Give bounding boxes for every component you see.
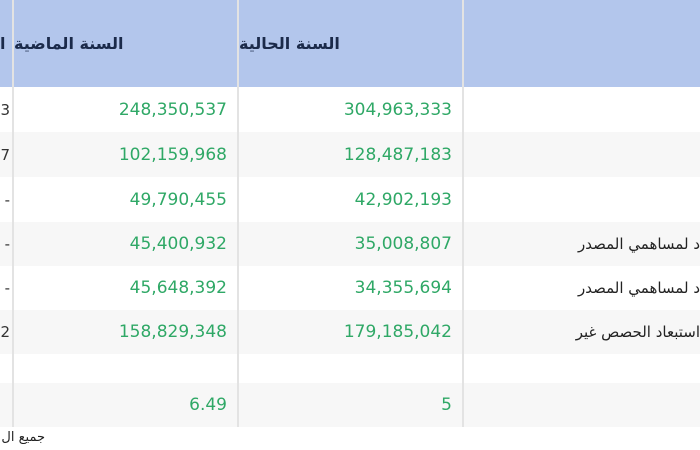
row-current-year-value: 304,963,333 — [343, 99, 452, 120]
row-partial-value — [0, 383, 10, 427]
table-row: - 49,790,455 42,902,193 — [0, 177, 700, 222]
header-current-year: السنة الحالية — [239, 34, 340, 53]
row-partial-value: - — [4, 235, 10, 253]
row-current-year-value: 42,902,193 — [354, 189, 452, 210]
row-current-year-value: 34,355,694 — [354, 278, 452, 298]
divider — [462, 0, 464, 427]
table-row: - 45,648,392 34,355,694 د لمساهمي المصدر — [0, 266, 700, 310]
row-partial-value: 3 — [0, 100, 10, 119]
row-label — [464, 354, 700, 383]
row-label: د لمساهمي المصدر — [577, 235, 700, 253]
header-last-year: السنة الماضية — [14, 34, 124, 53]
row-last-year-value: 45,400,932 — [129, 234, 227, 254]
row-current-year-value: 179,185,042 — [343, 322, 452, 342]
table-row: - 45,400,932 35,008,807 د لمساهمي المصدر — [0, 222, 700, 266]
row-label: د لمساهمي المصدر — [577, 279, 700, 297]
row-label — [464, 383, 700, 427]
row-last-year-value: 102,159,968 — [118, 144, 227, 165]
row-current-year-value: 35,008,807 — [354, 234, 452, 254]
row-current-year-value: 128,487,183 — [343, 144, 452, 165]
row-label — [464, 177, 700, 222]
row-last-year-value: 6.49 — [189, 395, 227, 415]
footer-note: جميع ال — [1, 430, 45, 445]
row-last-year-value: 248,350,537 — [118, 99, 227, 120]
row-label — [464, 87, 700, 132]
row-partial-value: 2 — [0, 323, 10, 341]
row-last-year-value: 45,648,392 — [129, 278, 227, 298]
row-partial-value — [0, 354, 10, 383]
table-header: ا السنة الماضية السنة الحالية — [0, 0, 700, 87]
row-label — [464, 132, 700, 177]
row-last-year-value — [14, 354, 237, 383]
financial-table: ا السنة الماضية السنة الحالية 3 248,350,5… — [0, 0, 700, 427]
table-row: 3 248,350,537 304,963,333 — [0, 87, 700, 132]
divider — [12, 0, 14, 427]
row-current-year-value: 5 — [441, 395, 452, 415]
header-partial-column: ا — [0, 34, 6, 53]
divider — [237, 0, 239, 427]
row-partial-value: - — [4, 279, 10, 297]
table-row: 6.49 5 — [0, 383, 700, 427]
row-label: استبعاد الحصص غير — [575, 323, 700, 341]
table-row: 2 158,829,348 179,185,042 استبعاد الحصص غير — [0, 310, 700, 354]
row-partial-value: 7 — [0, 145, 10, 164]
table-row — [0, 354, 700, 383]
header-item — [464, 0, 700, 87]
table-row: 7 102,159,968 128,487,183 — [0, 132, 700, 177]
row-last-year-value: 158,829,348 — [118, 322, 227, 342]
row-current-year-value — [239, 354, 462, 383]
row-last-year-value: 49,790,455 — [129, 189, 227, 210]
row-partial-value: - — [4, 190, 10, 209]
